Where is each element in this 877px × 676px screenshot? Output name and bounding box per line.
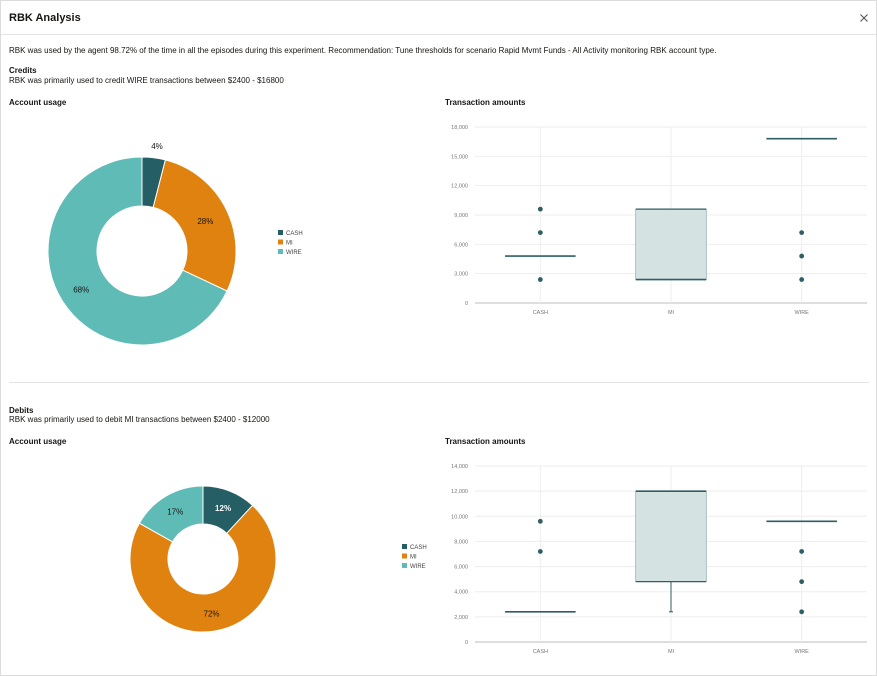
credits-amounts-ytick-label: 6,000 bbox=[454, 242, 468, 248]
debits-usage-label-mi: 72% bbox=[204, 609, 220, 618]
credits-usage-legend-label-wire: WIRE bbox=[286, 250, 302, 256]
credits-usage-legend-label-mi: MI bbox=[286, 241, 293, 247]
credits-usage-legend-swatch-wire bbox=[278, 249, 283, 254]
credits-amounts-outlier-wire bbox=[799, 253, 805, 259]
debits-account-usage-title: Account usage bbox=[9, 437, 67, 446]
credits-amounts-ytick-label: 9,000 bbox=[454, 213, 468, 219]
credits-usage-label-cash: 4% bbox=[151, 142, 163, 151]
debits-amounts-outlier-wire bbox=[799, 609, 805, 615]
summary-text: RBK was used by the agent 98.72% of the … bbox=[9, 46, 717, 55]
credits-transaction-amounts-title: Transaction amounts bbox=[445, 98, 526, 107]
debits-amounts-xtick-label-wire: WIRE bbox=[794, 649, 809, 655]
credits-amounts-outlier-cash bbox=[537, 206, 543, 212]
credits-amounts-outlier-cash bbox=[537, 230, 543, 236]
credits-amounts-ytick-label: 0 bbox=[465, 301, 468, 307]
debits-usage-slice-mi bbox=[129, 504, 277, 633]
debits-amounts-ytick-label: 14,000 bbox=[451, 464, 468, 470]
credits-amounts-ytick-label: 15,000 bbox=[451, 154, 468, 160]
debits-amounts-ytick-label: 8,000 bbox=[454, 539, 468, 545]
debits-usage-legend-label-wire: WIRE bbox=[410, 564, 426, 570]
credits-amounts-ytick-label: 12,000 bbox=[451, 184, 468, 190]
credits-usage-legend-swatch-cash bbox=[278, 230, 283, 235]
debits-heading: Debits bbox=[9, 406, 34, 415]
debits-usage-legend-swatch-wire bbox=[402, 563, 407, 568]
debits-amounts-ytick-label: 6,000 bbox=[454, 565, 468, 571]
dialog-title: RBK Analysis bbox=[9, 12, 81, 24]
credits-amounts-xtick-label-wire: WIRE bbox=[794, 310, 809, 316]
debits-usage-legend-swatch-cash bbox=[402, 544, 407, 549]
credits-account-usage-title: Account usage bbox=[9, 98, 67, 107]
credits-amounts-box-mi bbox=[635, 208, 707, 280]
credits-usage-slice-wire bbox=[47, 156, 228, 346]
debits-amounts-ytick-label: 2,000 bbox=[454, 615, 468, 621]
close-icon[interactable] bbox=[857, 11, 871, 25]
debits-usage-label-wire: 17% bbox=[167, 508, 183, 517]
debits-amounts-outlier-wire bbox=[799, 579, 805, 585]
credits-heading: Credits bbox=[9, 66, 37, 75]
dialog-header: RBK Analysis bbox=[1, 1, 876, 35]
debits-usage-slice-wire bbox=[138, 485, 204, 543]
debits-amounts-ytick-label: 0 bbox=[465, 640, 468, 646]
credits-usage-label-wire: 68% bbox=[73, 286, 89, 295]
credits-usage-slice-mi bbox=[152, 159, 237, 292]
credits-amounts-xtick-label-mi: MI bbox=[668, 310, 675, 316]
debits-description: RBK was primarily used to debit MI trans… bbox=[9, 415, 270, 424]
credits-usage-label-mi: 28% bbox=[197, 217, 213, 226]
debits-usage-label-cash: 12% bbox=[215, 504, 231, 513]
debits-amounts-ytick-label: 10,000 bbox=[451, 514, 468, 520]
credits-description: RBK was primarily used to credit WIRE tr… bbox=[9, 76, 284, 85]
credits-amounts-outlier-wire bbox=[799, 277, 805, 282]
debits-amounts-outlier-cash bbox=[537, 518, 543, 524]
debits-amounts-box-mi bbox=[635, 490, 707, 583]
debits-amounts-ytick-label: 12,000 bbox=[451, 489, 468, 495]
debits-amounts-xtick-label-cash: CASH bbox=[533, 649, 548, 655]
credits-usage-legend-swatch-mi bbox=[278, 239, 283, 245]
debits-amounts-ytick-label: 4,000 bbox=[454, 590, 468, 596]
debits-amounts-outlier-cash bbox=[537, 549, 543, 554]
debits-usage-legend-label-cash: CASH bbox=[410, 545, 427, 551]
debits-amounts-xtick-label-mi: MI bbox=[668, 649, 675, 655]
section-divider bbox=[9, 382, 869, 383]
credits-amounts-xtick-label-cash: CASH bbox=[533, 310, 548, 316]
credits-amounts-ytick-label: 3,000 bbox=[454, 272, 468, 278]
credits-amounts-ytick-label: 18,000 bbox=[451, 125, 468, 131]
credits-amounts-outlier-wire bbox=[799, 230, 805, 236]
credits-usage-legend-label-cash: CASH bbox=[286, 231, 303, 237]
debits-usage-legend-swatch-mi bbox=[402, 553, 407, 559]
debits-usage-legend-label-mi: MI bbox=[410, 555, 417, 561]
credits-amounts-outlier-cash bbox=[537, 277, 543, 282]
debits-amounts-outlier-wire bbox=[799, 549, 805, 554]
debits-transaction-amounts-title: Transaction amounts bbox=[445, 437, 526, 446]
